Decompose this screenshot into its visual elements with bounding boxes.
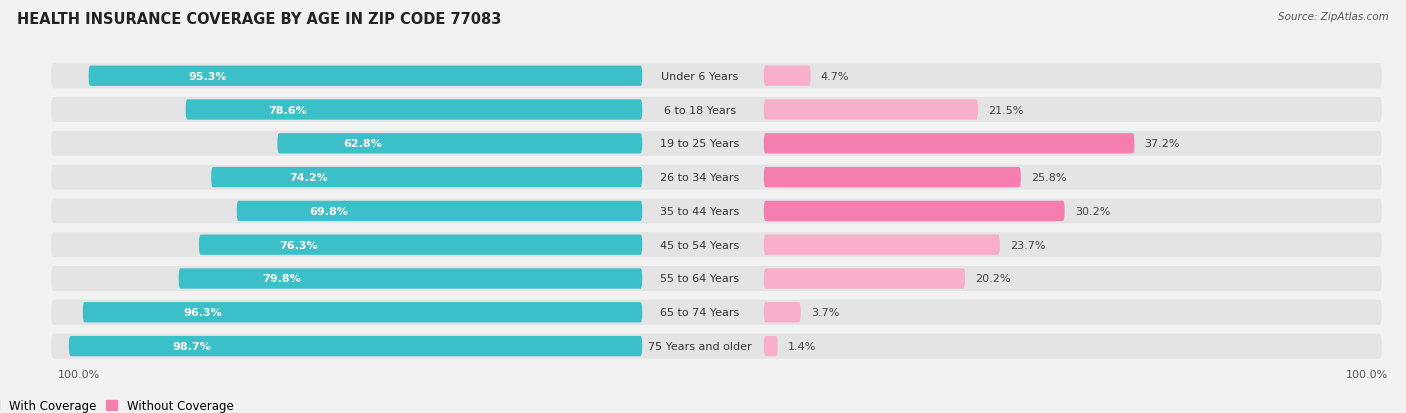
FancyBboxPatch shape	[51, 199, 1382, 224]
Text: 26 to 34 Years: 26 to 34 Years	[659, 173, 740, 183]
FancyBboxPatch shape	[763, 235, 1000, 255]
Text: 79.8%: 79.8%	[262, 274, 301, 284]
Text: 20.2%: 20.2%	[976, 274, 1011, 284]
Text: 55 to 64 Years: 55 to 64 Years	[659, 274, 740, 284]
Text: 74.2%: 74.2%	[288, 173, 328, 183]
FancyBboxPatch shape	[763, 168, 1021, 188]
FancyBboxPatch shape	[51, 266, 1382, 291]
Text: 75 Years and older: 75 Years and older	[648, 341, 751, 351]
FancyBboxPatch shape	[763, 201, 1064, 221]
Text: 35 to 44 Years: 35 to 44 Years	[659, 206, 740, 216]
FancyBboxPatch shape	[51, 233, 1382, 258]
Text: 76.3%: 76.3%	[278, 240, 318, 250]
FancyBboxPatch shape	[277, 134, 643, 154]
FancyBboxPatch shape	[89, 66, 643, 87]
Text: 23.7%: 23.7%	[1010, 240, 1046, 250]
FancyBboxPatch shape	[83, 302, 643, 323]
FancyBboxPatch shape	[763, 336, 778, 356]
FancyBboxPatch shape	[200, 235, 643, 255]
Text: 98.7%: 98.7%	[172, 341, 211, 351]
Text: 30.2%: 30.2%	[1074, 206, 1111, 216]
Text: 65 to 74 Years: 65 to 74 Years	[659, 308, 740, 318]
FancyBboxPatch shape	[51, 64, 1382, 89]
Text: 100.0%: 100.0%	[58, 369, 100, 379]
Text: 78.6%: 78.6%	[267, 105, 307, 115]
FancyBboxPatch shape	[186, 100, 643, 120]
Text: HEALTH INSURANCE COVERAGE BY AGE IN ZIP CODE 77083: HEALTH INSURANCE COVERAGE BY AGE IN ZIP …	[17, 12, 502, 27]
FancyBboxPatch shape	[51, 300, 1382, 325]
Text: 25.8%: 25.8%	[1031, 173, 1067, 183]
FancyBboxPatch shape	[179, 269, 643, 289]
Text: 4.7%: 4.7%	[821, 71, 849, 81]
Text: 37.2%: 37.2%	[1144, 139, 1180, 149]
FancyBboxPatch shape	[211, 168, 643, 188]
FancyBboxPatch shape	[763, 134, 1135, 154]
Text: 96.3%: 96.3%	[184, 308, 222, 318]
Text: 3.7%: 3.7%	[811, 308, 839, 318]
Text: 1.4%: 1.4%	[787, 341, 817, 351]
Text: 21.5%: 21.5%	[988, 105, 1024, 115]
FancyBboxPatch shape	[763, 302, 800, 323]
Text: 100.0%: 100.0%	[1347, 369, 1389, 379]
Text: 69.8%: 69.8%	[309, 206, 349, 216]
Text: 19 to 25 Years: 19 to 25 Years	[659, 139, 740, 149]
FancyBboxPatch shape	[763, 269, 965, 289]
FancyBboxPatch shape	[51, 131, 1382, 157]
Text: Under 6 Years: Under 6 Years	[661, 71, 738, 81]
FancyBboxPatch shape	[763, 66, 811, 87]
FancyBboxPatch shape	[236, 201, 643, 221]
Text: 62.8%: 62.8%	[343, 139, 382, 149]
Text: 95.3%: 95.3%	[188, 71, 226, 81]
Legend: With Coverage, Without Coverage: With Coverage, Without Coverage	[0, 395, 238, 413]
FancyBboxPatch shape	[51, 334, 1382, 359]
Text: 6 to 18 Years: 6 to 18 Years	[664, 105, 735, 115]
FancyBboxPatch shape	[69, 336, 643, 356]
Text: 45 to 54 Years: 45 to 54 Years	[659, 240, 740, 250]
FancyBboxPatch shape	[51, 98, 1382, 123]
Text: Source: ZipAtlas.com: Source: ZipAtlas.com	[1278, 12, 1389, 22]
FancyBboxPatch shape	[763, 100, 979, 120]
FancyBboxPatch shape	[51, 165, 1382, 190]
